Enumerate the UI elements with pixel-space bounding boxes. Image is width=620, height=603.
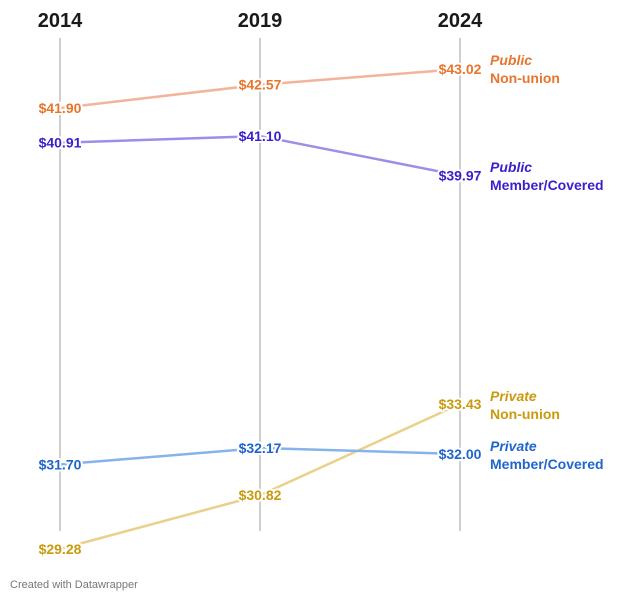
value-halo-priv_nonunion-2019: $30.82 <box>239 487 282 503</box>
line-priv_nonunion <box>59 402 461 551</box>
value-label-priv_member-2014: $31.70 <box>39 456 82 472</box>
series-labels: Public Non-union Public Member/Covered Priva… <box>490 52 604 472</box>
series-name-priv_member: Member/Covered <box>490 456 604 472</box>
series-name-pub_member: Member/Covered <box>490 177 604 193</box>
value-label-pub_nonunion-2024: $43.02 <box>439 61 482 77</box>
value-halo-pub_member-2019: $41.10 <box>239 128 282 144</box>
value-halo-priv_nonunion-2014: $29.28 <box>39 541 82 557</box>
series-category-priv_nonunion: Private <box>490 388 537 404</box>
value-label-pub_member-2024: $39.97 <box>439 168 482 184</box>
value-halo-priv_nonunion-2024: $33.43 <box>439 396 482 412</box>
value-label-priv_member-2019: $32.17 <box>239 440 282 456</box>
line-priv_member <box>59 446 461 466</box>
credit-footer: Created with Datawrapper <box>10 579 138 591</box>
series-category-pub_nonunion: Public <box>490 52 532 68</box>
series-name-pub_nonunion: Non-union <box>490 70 560 86</box>
value-label-priv_nonunion-2019: $30.82 <box>239 487 282 503</box>
value-halo-priv_member-2014: $31.70 <box>39 456 82 472</box>
year-label-2019: 2019 <box>238 10 283 32</box>
value-label-pub_nonunion-2014: $41.90 <box>39 100 82 116</box>
value-label-pub_member-2019: $41.10 <box>239 128 282 144</box>
value-halo-priv_member-2024: $32.00 <box>439 446 482 462</box>
series-category-priv_member: Private <box>490 438 537 454</box>
value-halo-pub_nonunion-2019: $42.57 <box>239 77 282 93</box>
year-label-2024: 2024 <box>438 10 483 32</box>
value-label-priv_member-2024: $32.00 <box>439 446 482 462</box>
value-halo-pub_nonunion-2024: $43.02 <box>439 61 482 77</box>
value-halo-pub_member-2014: $40.91 <box>39 135 82 151</box>
line-pub_nonunion <box>59 67 461 110</box>
value-halo-pub_member-2024: $39.97 <box>439 168 482 184</box>
slope-chart: 2014 2019 2024 $41.90$41.90$42.57$42.57$43… <box>37 10 604 559</box>
value-label-pub_member-2014: $40.91 <box>39 135 82 151</box>
line-pub_member <box>59 134 461 177</box>
value-halo-priv_member-2019: $32.17 <box>239 440 282 456</box>
series-name-priv_nonunion: Non-union <box>490 406 560 422</box>
value-label-priv_nonunion-2014: $29.28 <box>39 541 82 557</box>
year-label-2014: 2014 <box>38 10 83 32</box>
value-label-pub_nonunion-2019: $42.57 <box>239 77 282 93</box>
series-category-pub_member: Public <box>490 159 532 175</box>
year-axes: 2014 2019 2024 <box>38 10 483 531</box>
value-halo-pub_nonunion-2014: $41.90 <box>39 100 82 116</box>
value-label-priv_nonunion-2024: $33.43 <box>439 396 482 412</box>
value-labels: $41.90$41.90$42.57$42.57$43.02$43.02$40.… <box>37 59 484 559</box>
series-lines <box>59 67 461 551</box>
